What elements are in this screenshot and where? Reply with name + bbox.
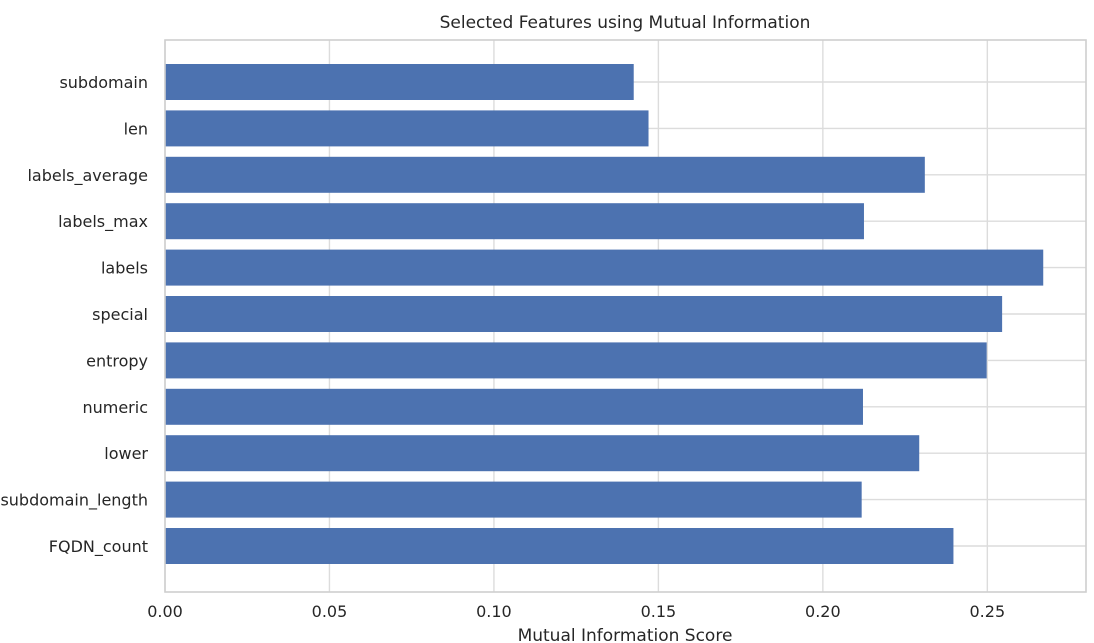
bar-labels-max [165,203,864,240]
y-tick-label: labels_average [27,166,148,186]
y-tick-label: FQDN_count [49,537,148,557]
x-tick-labels: 0.00 0.05 0.10 0.15 0.20 0.25 [147,602,1005,621]
y-tick-label: lower [104,444,148,463]
y-tick-label: subdomain_length [0,491,148,511]
bar-len [165,110,649,147]
bar-subdomain [165,64,634,100]
x-tick-label: 0.15 [641,602,677,621]
y-tick-label: special [92,305,148,324]
y-tick-label: entropy [86,351,148,370]
bars [165,64,1044,564]
x-tick-label: 0.10 [476,602,512,621]
y-tick-label: labels [101,259,148,278]
chart-title: Selected Features using Mutual Informati… [440,13,811,33]
x-axis-label: Mutual Information Score [518,626,733,643]
bar-fqdn-count [165,528,954,564]
y-tick-labels: subdomain len labels_average labels_maxlabe… [0,73,148,557]
plot-frame [164,39,1087,593]
x-tick-label: 0.00 [147,602,183,621]
bar-lower [165,435,920,472]
x-tick-label: 0.25 [970,602,1006,621]
bar-special [165,296,1003,332]
bar-numeric [165,388,863,425]
bar-subdomain-length [165,481,862,518]
y-tick-label: numeric [82,398,148,417]
y-tick-label: labels_max [58,212,148,232]
bar-entropy [165,342,987,379]
x-tick-label: 0.05 [312,602,348,621]
bar-labels [165,249,1044,286]
x-tick-label: 0.20 [805,602,841,621]
y-tick-label: len [124,119,148,138]
bar-labels-average [165,156,925,193]
y-tick-label: subdomain [59,73,148,92]
